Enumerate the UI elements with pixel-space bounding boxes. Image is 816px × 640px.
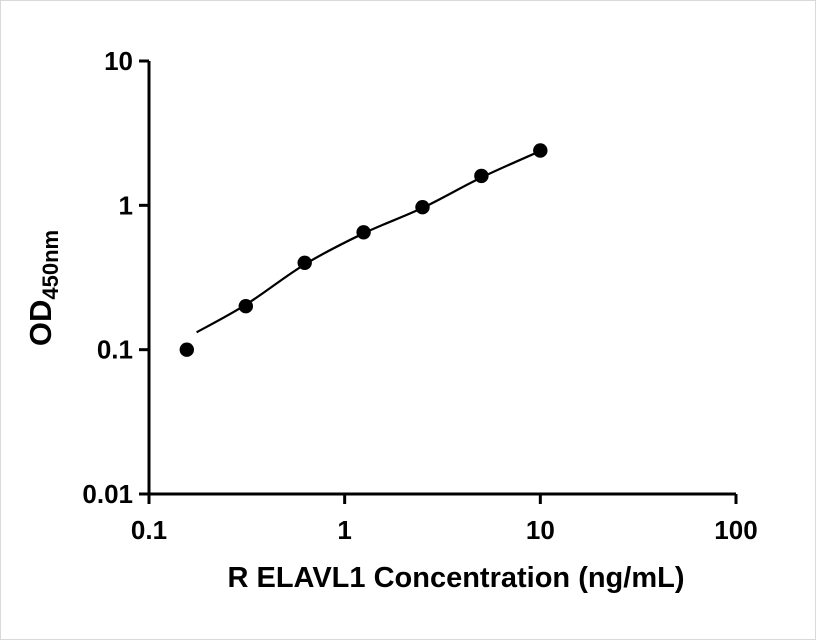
y-axis-title: OD450nm xyxy=(23,230,63,346)
axes-spines xyxy=(147,61,736,496)
x-tick-label: 1 xyxy=(337,515,351,545)
data-point xyxy=(533,143,548,158)
y-tick-label: 0.1 xyxy=(97,335,133,365)
data-point xyxy=(415,200,430,215)
x-tick-label: 0.1 xyxy=(131,515,167,545)
plot-area: 0.1 1 10 100 0.01 0.1 1 10 xyxy=(82,46,757,545)
y-tick-label: 0.01 xyxy=(82,479,133,509)
data-point xyxy=(297,255,312,270)
y-axis-title-main: OD xyxy=(23,300,58,347)
x-axis-title: R ELAVL1 Concentration (ng/mL) xyxy=(227,562,684,594)
x-tick-label: 10 xyxy=(526,515,555,545)
y-tick-label: 1 xyxy=(119,190,133,220)
data-point xyxy=(179,342,194,357)
data-point xyxy=(474,168,489,184)
data-point xyxy=(356,225,371,240)
y-tick-label: 10 xyxy=(104,46,133,76)
data-point xyxy=(238,299,253,314)
y-axis-title-sub: 450nm xyxy=(38,230,63,300)
x-tick-label: 100 xyxy=(714,515,757,545)
